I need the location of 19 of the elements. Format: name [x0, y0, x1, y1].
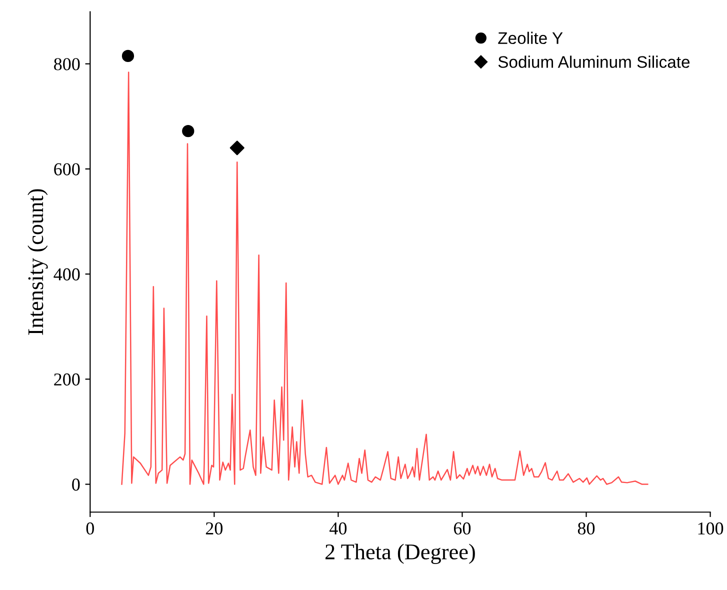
point: [230, 140, 244, 156]
line-series: [121, 72, 648, 485]
x-tick-label: 40: [330, 522, 347, 535]
y-tick-label: 400: [54, 268, 80, 280]
x-tick-label: 0: [86, 522, 94, 535]
y-tick-label: 600: [54, 163, 80, 176]
x-tick-label: 20: [206, 522, 223, 535]
y-tick-label: 0: [72, 478, 80, 491]
legend-label: Zeolite Y: [498, 32, 563, 44]
point: [122, 50, 134, 62]
y-axis-title: Intensity (count): [28, 189, 48, 335]
x-tick-label: 60: [454, 522, 471, 535]
y-tick-label: 200: [54, 373, 80, 386]
y-tick-label: 800: [54, 58, 80, 70]
x-axis-title: 2 Theta (Degree): [326, 544, 475, 564]
point: [182, 125, 194, 138]
x-tick-label: 100: [698, 522, 724, 535]
legend-label: Sodium Aluminum Silicate: [498, 56, 690, 68]
x-tick-label: 80: [578, 522, 595, 535]
